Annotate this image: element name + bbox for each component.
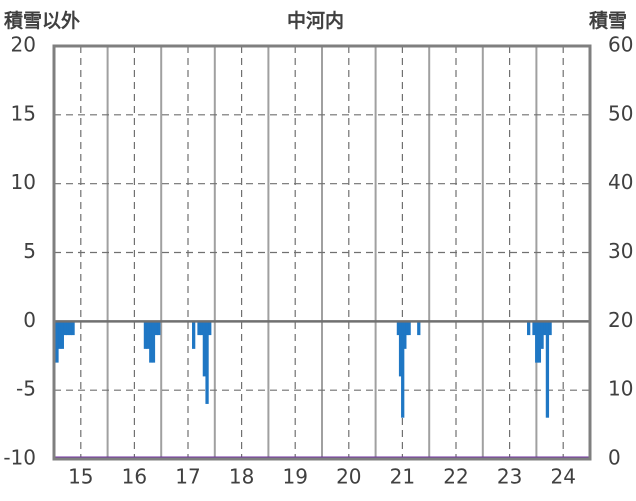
axes [52, 44, 592, 461]
bars [55, 321, 552, 418]
tick-label-left: 0 [23, 308, 36, 332]
bar [192, 321, 196, 349]
bar [407, 321, 411, 336]
bar [68, 321, 73, 336]
tick-label-x: 21 [390, 465, 415, 489]
bar [401, 321, 405, 418]
tick-label-left: 20 [11, 33, 36, 57]
bar [58, 321, 62, 349]
tick-label-x: 15 [68, 465, 93, 489]
tick-label-right: 60 [608, 33, 633, 57]
bar [202, 321, 207, 377]
tick-label-x: 19 [282, 465, 307, 489]
bar [535, 321, 539, 363]
bar [60, 321, 64, 349]
bar [71, 321, 75, 336]
tick-label-x: 23 [497, 465, 522, 489]
bar [396, 321, 401, 336]
bar [548, 321, 552, 336]
bar [543, 321, 547, 336]
tick-label-right: 0 [608, 446, 621, 470]
bar [417, 321, 421, 336]
bar [532, 321, 536, 336]
bar [527, 321, 531, 336]
left-axis-title: 積雪以外 [4, 10, 81, 32]
bar [63, 321, 67, 336]
bar [154, 321, 158, 336]
bar [66, 321, 70, 336]
tick-label-left: 15 [11, 101, 36, 125]
bar [200, 321, 204, 336]
tick-label-left: 10 [11, 170, 36, 194]
tick-label-right: 10 [608, 377, 633, 401]
plot-frame [52, 44, 592, 461]
bar [151, 321, 156, 363]
right-axis-title: 積雪 [589, 10, 628, 32]
chart-title: 中河内 [287, 10, 345, 32]
tick-label-x: 22 [443, 465, 468, 489]
tick-label-right: 50 [608, 101, 633, 125]
tick-label-right: 30 [608, 239, 633, 263]
bar [403, 321, 407, 349]
tick-label-x: 18 [229, 465, 254, 489]
bar [398, 321, 403, 377]
bar [537, 321, 542, 363]
tick-label-left: -10 [3, 446, 36, 470]
bar [157, 321, 161, 336]
tick-label-right: 20 [608, 308, 633, 332]
bar [545, 321, 550, 418]
grid [54, 46, 590, 459]
bar [149, 321, 153, 363]
bar [197, 321, 201, 336]
tick-label-left: 5 [23, 239, 36, 263]
bar [55, 321, 59, 363]
tick-label-x: 20 [336, 465, 361, 489]
bar [205, 321, 209, 404]
tick-label-left: -5 [16, 377, 36, 401]
tick-label-x: 24 [550, 465, 575, 489]
tick-label-right: 40 [608, 170, 633, 194]
bar [143, 321, 148, 349]
tick-label-x: 17 [175, 465, 200, 489]
bar [208, 321, 212, 336]
bar [540, 321, 544, 349]
bar [405, 321, 409, 336]
tick-label-x: 16 [122, 465, 147, 489]
bar [146, 321, 150, 349]
